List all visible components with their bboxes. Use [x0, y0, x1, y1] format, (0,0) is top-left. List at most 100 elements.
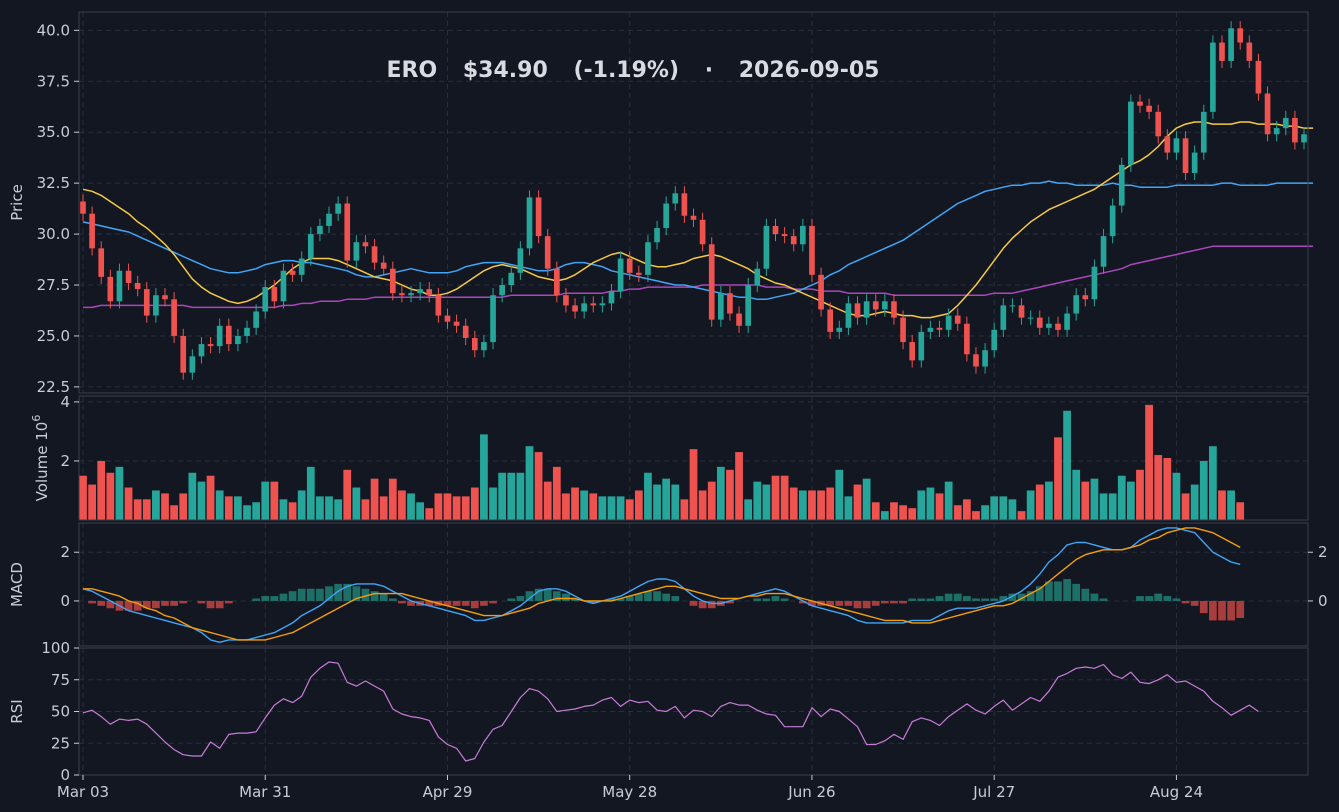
- candle-body: [818, 274, 824, 310]
- volume-bar: [361, 499, 370, 520]
- volume-bar: [480, 434, 488, 520]
- volume-bar: [653, 484, 661, 520]
- volume-bar: [853, 484, 862, 520]
- macd-axis-label: MACD: [8, 562, 26, 607]
- candle-body: [180, 335, 187, 373]
- candle-body: [371, 246, 378, 263]
- candle-body: [800, 225, 806, 245]
- macd-hist-bar: [1209, 600, 1217, 621]
- macd-hist-bar: [525, 591, 534, 601]
- candle-body: [1164, 136, 1171, 153]
- macd-hist-bar: [944, 593, 953, 601]
- candle-body: [107, 276, 114, 302]
- candle-body: [417, 289, 423, 294]
- macd-hist-bar: [780, 598, 789, 601]
- macd-histogram: [88, 579, 1245, 621]
- candle-body: [918, 331, 925, 361]
- macd-hist-bar: [480, 600, 488, 606]
- volume-bar: [689, 449, 698, 520]
- volume-bar: [1035, 484, 1044, 520]
- volume-tick-label: 2: [60, 452, 70, 470]
- volume-bar: [771, 475, 780, 520]
- volume-bar: [844, 496, 853, 520]
- candle-body: [1200, 111, 1207, 153]
- volume-bar: [762, 484, 771, 520]
- candle-body: [1182, 138, 1189, 173]
- macd-hist-bar: [1181, 600, 1190, 604]
- candle-body: [471, 337, 478, 351]
- macd-hist-bar: [698, 600, 707, 609]
- volume-bar: [79, 475, 87, 520]
- macd-hist-bar: [516, 596, 525, 601]
- volume-bar: [616, 496, 625, 520]
- macd-right-tick-label: 2: [1318, 543, 1328, 561]
- rsi-tick-label: 100: [41, 639, 70, 657]
- candle-body: [809, 225, 815, 275]
- volume-bar: [1081, 481, 1090, 520]
- macd-hist-bar: [981, 598, 989, 601]
- macd-hist-bar: [133, 600, 142, 611]
- macd-hist-bar: [853, 600, 862, 609]
- volume-bar: [343, 469, 352, 520]
- candle-body: [1255, 60, 1262, 94]
- volume-bar: [443, 493, 452, 520]
- volume-tick-label: 4: [60, 393, 70, 411]
- volume-bar: [1108, 493, 1117, 520]
- volume-bar: [1172, 472, 1181, 520]
- volume-bar: [416, 502, 425, 520]
- volume-bar: [316, 496, 324, 520]
- candle-body: [408, 293, 414, 296]
- candle-body: [326, 213, 332, 226]
- volume-bar: [634, 490, 643, 520]
- volume-bar: [133, 499, 142, 520]
- volume-bar: [1090, 478, 1099, 520]
- macd-hist-bar: [1081, 588, 1090, 601]
- volume-bar: [452, 496, 461, 520]
- candle-body: [654, 227, 660, 243]
- volume-bar: [1008, 499, 1017, 520]
- macd-hist-bar: [808, 600, 816, 606]
- candle-body: [335, 203, 341, 214]
- macd-hist-bar: [343, 583, 352, 601]
- candle-body: [900, 317, 906, 343]
- macd-hist-bar: [1035, 586, 1044, 601]
- signal-line: [83, 527, 1241, 641]
- candle-body: [1018, 305, 1025, 318]
- candle-body: [444, 315, 451, 322]
- candle-body: [225, 325, 232, 345]
- volume-bar: [780, 475, 789, 520]
- macd-hist-bar: [1136, 596, 1144, 601]
- macd-hist-bar: [999, 596, 1008, 601]
- macd-hist-bar: [1017, 593, 1026, 601]
- candle-body: [89, 213, 95, 249]
- volume-panel-frame: [78, 395, 1309, 521]
- price-tick-label: 40.0: [37, 21, 70, 39]
- macd-panel-frame: [78, 522, 1309, 647]
- candle-body: [663, 203, 669, 228]
- candle-body: [608, 291, 615, 304]
- x-tick-label: Jul 27: [972, 783, 1015, 801]
- candle-body: [553, 268, 560, 296]
- macd-hist-bar: [279, 593, 288, 601]
- candle-body: [1191, 152, 1198, 173]
- volume-bar: [215, 490, 224, 520]
- rsi-axis-label: RSI: [8, 699, 26, 723]
- macd-hist-bar: [197, 600, 206, 604]
- candle-body: [353, 242, 360, 261]
- volume-bar: [981, 505, 989, 520]
- x-tick-label: Apr 29: [423, 783, 473, 801]
- volume-bar: [115, 466, 124, 520]
- volume-scale-exponent: 6: [30, 415, 43, 422]
- candle-body: [581, 303, 587, 312]
- candle-body: [891, 301, 897, 318]
- macd-hist-bar: [607, 598, 616, 601]
- macd-hist-bar: [1190, 600, 1199, 606]
- volume-bar: [106, 472, 115, 520]
- macd-hist-bar: [917, 598, 926, 601]
- candle-body: [964, 323, 970, 355]
- macd-hist-bar: [616, 598, 625, 601]
- candle-body: [289, 270, 296, 275]
- macd-hist-bar: [1063, 579, 1071, 601]
- macd-hist-bar: [443, 600, 452, 606]
- macd-hist-bar: [1008, 593, 1017, 601]
